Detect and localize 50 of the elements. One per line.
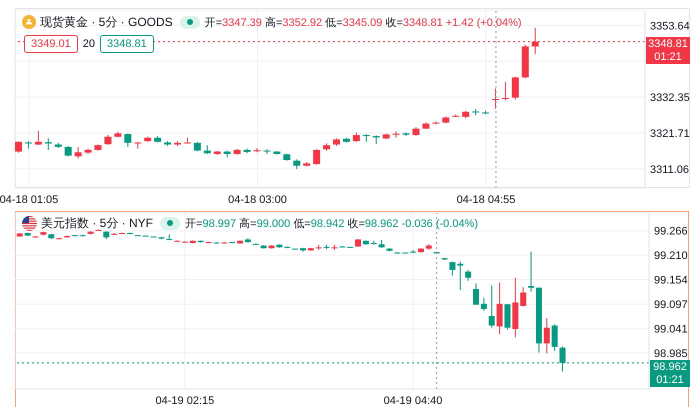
candlestick xyxy=(488,285,495,328)
candlestick xyxy=(352,132,360,142)
candlestick xyxy=(465,269,472,282)
text: 3348.81 xyxy=(647,38,689,51)
text: 01:21 xyxy=(653,50,683,64)
candlestick xyxy=(104,134,112,146)
candlestick xyxy=(293,158,300,170)
candlestick xyxy=(44,138,52,150)
x-tick-label: 04-19 02:15 xyxy=(156,394,214,407)
candlestick xyxy=(502,81,509,101)
chart-subtitle: 开=98.997 高=99.000 低=98.942 收=98.962 -0.036 (-0.04%) xyxy=(185,218,478,230)
y-tick-label: 99.266 xyxy=(654,226,688,238)
candlestick xyxy=(64,146,72,157)
x-tick-label: 04-18 04:55 xyxy=(456,194,516,206)
annotation: 20 xyxy=(78,37,100,51)
y-tick-label: 3353.64 xyxy=(650,20,690,32)
y-tick-label: 3311.06 xyxy=(650,164,689,176)
ref-line-label: 98.962 xyxy=(652,360,688,374)
y-tick-label: 3332.35 xyxy=(650,92,690,104)
chart-title: 现货黄金 · 5分 · GOODS xyxy=(40,14,173,30)
text: 开=3347.39 高=3352.92 低=3345.09 收=3348.81 +1.42 (+0.04%) xyxy=(204,16,522,28)
y-tick-label: 99.210 xyxy=(654,250,688,262)
candlestick xyxy=(15,140,22,154)
candlestick xyxy=(473,282,480,306)
annotation: 3349.01 xyxy=(24,35,78,53)
x-tick-label: 04-18 03:00 xyxy=(228,194,287,206)
x-tick-label: 04-19 04:40 xyxy=(384,394,442,407)
y-tick-label: 99.154 xyxy=(654,274,688,286)
candlestick xyxy=(496,282,503,335)
ref-line-label: 3348.81 xyxy=(100,35,154,53)
candlestick xyxy=(492,88,499,110)
y-tick-label: 98.985 xyxy=(654,348,688,360)
candlestick xyxy=(194,142,201,152)
y-tick-label: 3321.71 xyxy=(650,128,690,140)
x-tick-label: 04-18 01:05 xyxy=(0,194,58,206)
candlestick xyxy=(480,297,487,312)
candlestick xyxy=(544,318,550,354)
candlestick xyxy=(313,148,320,166)
candlestick xyxy=(504,303,510,330)
y-tick-label: 99.097 xyxy=(654,299,688,312)
chart-title: 美元指数 · 5分 · NYF xyxy=(41,214,154,232)
candlestick xyxy=(74,146,82,159)
candlestick xyxy=(552,324,558,352)
candlestick xyxy=(124,132,132,148)
candlestick xyxy=(512,76,519,100)
candlestick xyxy=(34,130,42,146)
candlestick xyxy=(449,261,456,276)
candlestick xyxy=(362,134,370,142)
text: 01:21 xyxy=(655,374,685,387)
y-tick-label: 99.041 xyxy=(654,324,688,336)
